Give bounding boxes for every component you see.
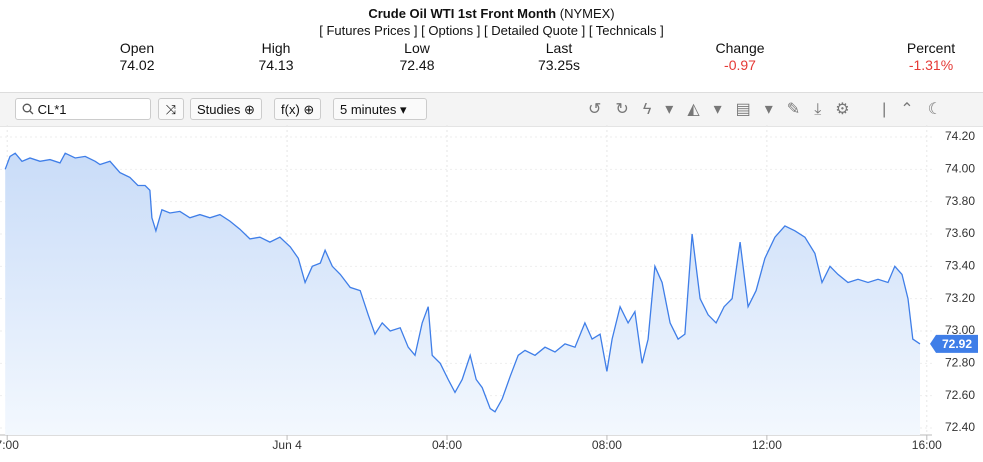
quote-value: -0.97: [724, 57, 756, 73]
y-tick-label: 72.40: [945, 420, 975, 434]
y-tick-label: 73.80: [945, 194, 975, 208]
quote-label: Percent: [906, 40, 956, 56]
y-tick-label: 74.20: [945, 129, 975, 143]
quote-label: Open: [119, 40, 155, 56]
quote-label: High: [261, 40, 291, 56]
compare-button[interactable]: ⤨: [158, 98, 184, 120]
fx-button[interactable]: f(x) ⊕: [274, 98, 322, 120]
link[interactable]: [ Futures Prices ]: [319, 23, 418, 38]
chart: 72.40 72.60 72.80 73.00 73.20 73.40 73.60 73.80…: [0, 125, 978, 452]
tool-icons[interactable]: ↺↻ϟ▾◭▾▤▾✎⤓⚙ |⌃☾: [588, 101, 956, 118]
quote-label: Low: [404, 40, 430, 56]
y-tick-label: 73.20: [945, 291, 975, 305]
x-tick-label: 7:00: [0, 438, 19, 452]
area-fill: [5, 153, 920, 435]
y-tick-label: 73.60: [945, 226, 975, 240]
quote-label: Change: [715, 40, 765, 56]
quote-value: 74.13: [258, 57, 294, 73]
search-icon: [22, 103, 34, 115]
fx: f(x): [281, 102, 300, 117]
quote-field: Percent -1.31%: [871, 40, 983, 74]
quote-value: 73.25s: [537, 57, 581, 73]
quote-value: 74.02: [119, 57, 155, 73]
link[interactable]: [ Options ]: [421, 23, 481, 38]
price-line: [4, 152, 921, 413]
links: [ Futures Prices ] [ Options ] [ Detaile…: [0, 23, 983, 38]
quote-field: Open 74.02: [77, 40, 197, 74]
quote-value: -1.31%: [908, 57, 954, 73]
last-price-label: 72.92: [942, 337, 972, 351]
x-tick-label: 16:00: [912, 438, 942, 452]
link[interactable]: [ Detailed Quote ]: [484, 23, 586, 38]
x-tick-label: Jun 4: [272, 438, 302, 452]
quote-field: Low 72.48: [357, 40, 477, 74]
quote-label: Last: [545, 40, 573, 56]
symbol: CL*1: [37, 102, 67, 117]
exchange: (NYMEX): [559, 6, 615, 21]
quote-field: Change -0.97: [680, 40, 800, 74]
title: Crude Oil WTI 1st Front Month: [368, 6, 557, 21]
last-price-tag: [930, 334, 978, 353]
interval-button[interactable]: 5 minutes ▾: [333, 98, 427, 120]
x-tick-label: 08:00: [592, 438, 622, 452]
quote-field: High 74.13: [216, 40, 336, 74]
x-tick-label: 04:00: [432, 438, 462, 452]
quote-field: Last 73.25s: [499, 40, 619, 74]
y-tick-label: 72.80: [945, 356, 975, 370]
y-tick-label: 74.00: [945, 162, 975, 176]
studies: Studies: [197, 102, 241, 117]
y-tick-label: 73.00: [945, 323, 975, 337]
x-tick-label: 12:00: [752, 438, 782, 452]
studies-button[interactable]: Studies ⊕: [190, 98, 262, 120]
interval: 5 minutes: [340, 102, 397, 117]
title-row: Crude Oil WTI 1st Front Month (NYMEX): [0, 6, 983, 21]
y-tick-label: 72.60: [945, 388, 975, 402]
quote-value: 72.48: [399, 57, 435, 73]
link[interactable]: [ Technicals ]: [588, 23, 664, 38]
y-tick-label: 73.40: [945, 259, 975, 273]
toolbar: CL*1 ⤨ Studies ⊕ f(x) ⊕ 5 minutes ▾ ↺↻ϟ▾…: [0, 92, 983, 127]
symbol-input[interactable]: CL*1: [15, 98, 151, 120]
